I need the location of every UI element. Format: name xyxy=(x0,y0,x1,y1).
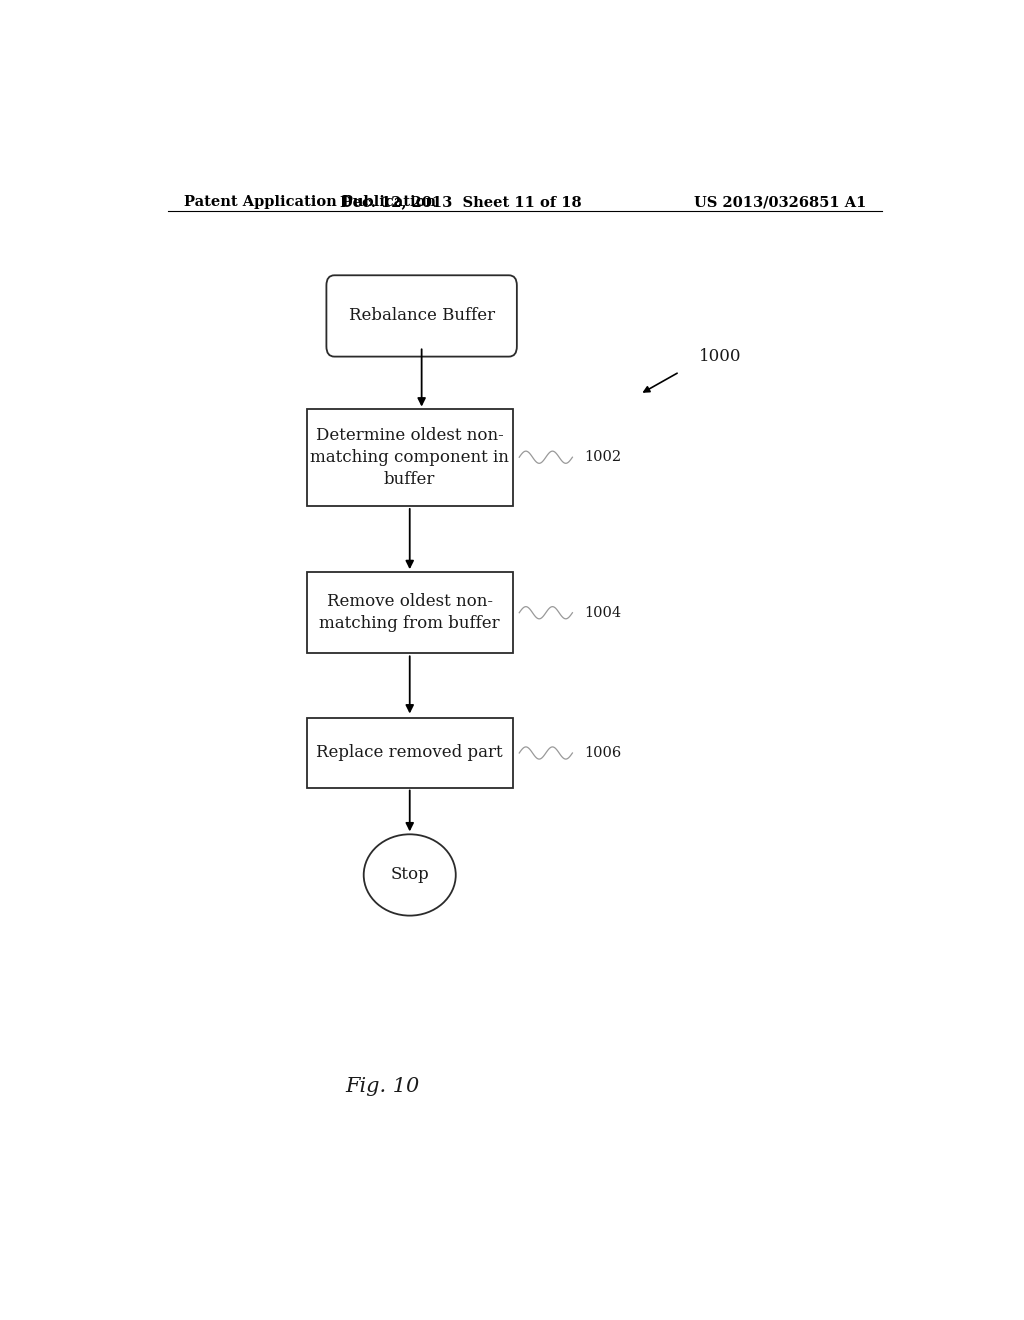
Text: Rebalance Buffer: Rebalance Buffer xyxy=(348,308,495,325)
Text: Dec. 12, 2013  Sheet 11 of 18: Dec. 12, 2013 Sheet 11 of 18 xyxy=(341,195,582,209)
Text: US 2013/0326851 A1: US 2013/0326851 A1 xyxy=(693,195,866,209)
Text: Replace removed part: Replace removed part xyxy=(316,744,503,762)
Text: 1000: 1000 xyxy=(699,348,742,366)
Text: Determine oldest non-
matching component in
buffer: Determine oldest non- matching component… xyxy=(310,426,509,488)
Text: Fig. 10: Fig. 10 xyxy=(345,1077,419,1096)
Text: Remove oldest non-
matching from buffer: Remove oldest non- matching from buffer xyxy=(319,593,500,632)
FancyBboxPatch shape xyxy=(327,276,517,356)
Text: Stop: Stop xyxy=(390,866,429,883)
Bar xyxy=(306,572,513,653)
Bar xyxy=(306,409,513,506)
Text: Patent Application Publication: Patent Application Publication xyxy=(183,195,435,209)
Text: 1002: 1002 xyxy=(585,450,622,465)
Ellipse shape xyxy=(364,834,456,916)
Bar xyxy=(306,718,513,788)
Text: 1006: 1006 xyxy=(585,746,622,760)
Text: 1004: 1004 xyxy=(585,606,622,619)
